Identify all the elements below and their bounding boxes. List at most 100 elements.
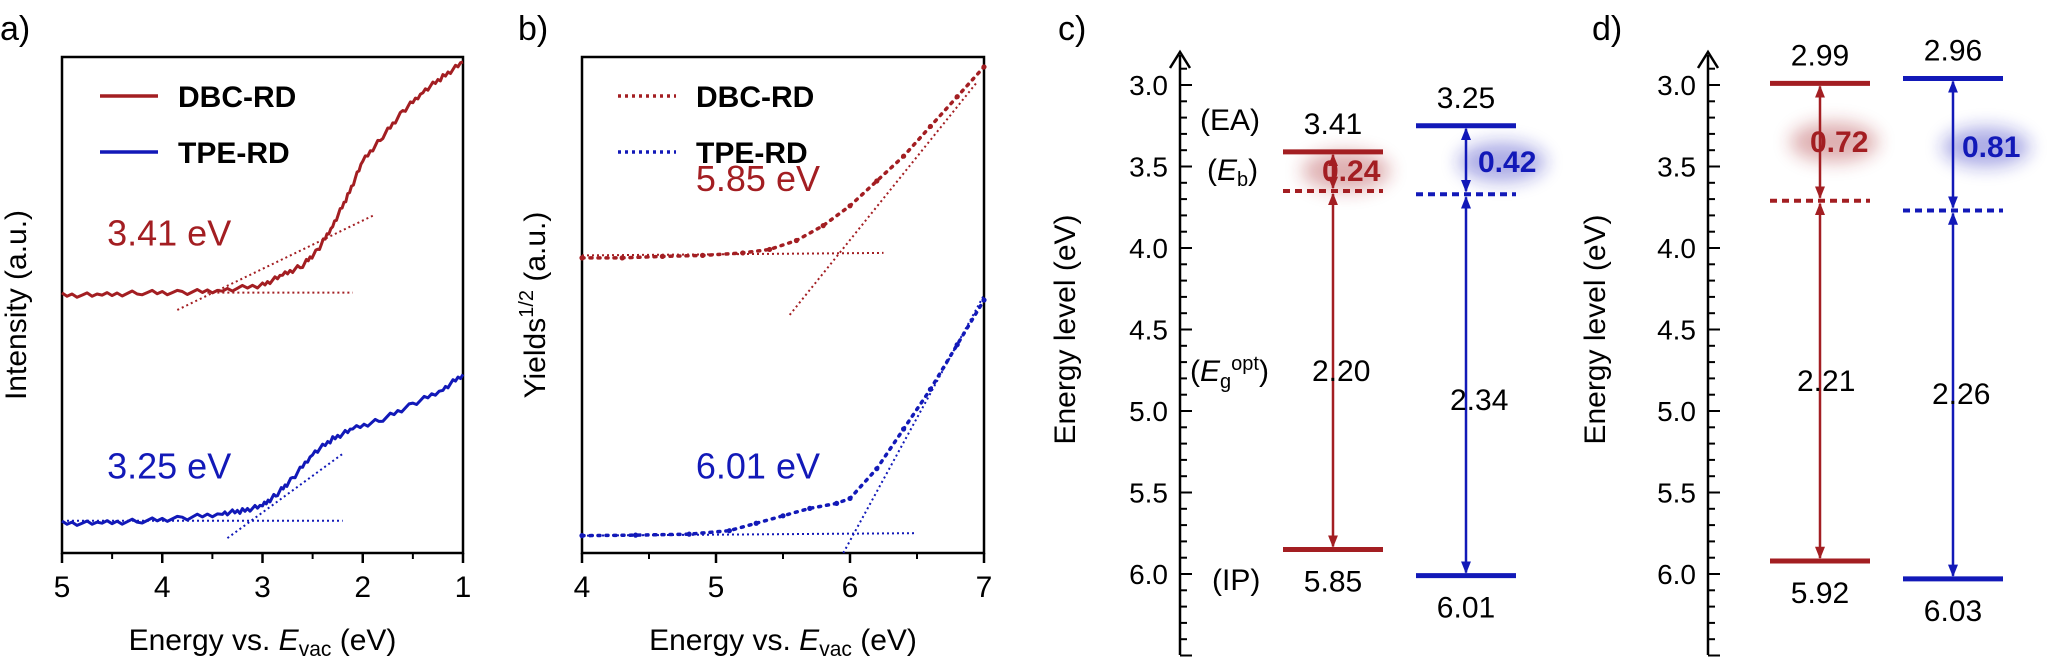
data-point (927, 386, 934, 392)
legend-label: TPE-RD (696, 137, 808, 170)
eb-symbol: E (1217, 154, 1238, 187)
series-line-0 (61, 60, 464, 299)
data-point (901, 153, 907, 159)
fit-line (842, 294, 985, 554)
data-point (847, 495, 853, 502)
panel-a: a) 5 4 3 2 1 Energy vs. Evac (eV) Intensity (a.… (0, 10, 471, 661)
data-point (633, 532, 639, 538)
x-tick-label: 1 (455, 571, 472, 604)
x-label-prefix: Energy vs. (129, 624, 279, 657)
y-tick-label: 5.0 (1129, 396, 1168, 427)
x-tick-label: 7 (976, 571, 993, 604)
ea-side-label: (EA) (1200, 104, 1260, 137)
fit-line (226, 452, 344, 539)
data-point (780, 513, 786, 519)
x-axis-label: Energy vs. Evac (eV) (129, 624, 397, 661)
y-axis-label: Energy level (eV) (1049, 214, 1082, 444)
data-point (767, 246, 773, 253)
x-tick-label: 5 (54, 571, 71, 604)
x-label-symbol: E (279, 624, 300, 657)
ea-value-label: 2.96 (1924, 34, 1982, 67)
data-point (981, 297, 987, 303)
fit-line (581, 251, 884, 257)
y-tick-label: 3.5 (1657, 152, 1696, 183)
y-tick-label: 6.0 (1129, 559, 1168, 590)
eg-side-label: (Egopt) (1190, 353, 1269, 393)
y-tick-label: 5.5 (1129, 478, 1168, 509)
y-tick-label: 4.5 (1657, 315, 1696, 346)
panel-label: c) (1058, 10, 1086, 48)
eb-glow (1458, 142, 1546, 182)
y-axis-label: Intensity (a.u.) (0, 210, 33, 400)
data-point (981, 64, 987, 70)
y-tick-label: 3.0 (1657, 70, 1696, 101)
data-point (619, 255, 625, 261)
eb-glow (1790, 122, 1878, 162)
eg-value-label: 2.34 (1450, 384, 1508, 417)
data-point (954, 342, 960, 348)
y-axis-arrow-icon (1168, 49, 1192, 69)
onset-label: 3.41 eV (107, 212, 231, 253)
y-label-main: Yields (519, 318, 552, 399)
y-tick-label: 4.0 (1657, 233, 1696, 264)
y-tick-label: 4.5 (1129, 315, 1168, 346)
y-tick-label: 4.0 (1129, 233, 1168, 264)
data-point (834, 500, 840, 506)
eb-subscript: b (1237, 169, 1248, 191)
eb-value-label: 0.72 (1810, 126, 1868, 159)
eb-value-label: 0.81 (1962, 131, 2020, 164)
data-point (753, 520, 759, 526)
x-tick-label: 4 (154, 571, 171, 604)
ip-side-label: (IP) (1212, 564, 1260, 597)
panel-c: c) 3.0 3.5 4.0 4.5 5.0 5.5 6.0 Energy level (eV)… (1049, 10, 1546, 657)
fit-line (581, 532, 918, 537)
y-axis-label: Yields1/2 (a.u.) (516, 212, 552, 399)
y-tick-label: 6.0 (1657, 559, 1696, 590)
ea-value-label: 3.41 (1304, 108, 1362, 141)
x-axis-label: Energy vs. Evac (eV) (649, 624, 917, 661)
ea-value-label: 2.99 (1791, 39, 1849, 72)
data-point (793, 237, 800, 244)
panel-label: a) (0, 10, 30, 48)
data-point (874, 178, 880, 184)
onset-label: 5.85 eV (696, 158, 820, 199)
data-point (579, 255, 585, 261)
panel-label: b) (518, 10, 548, 48)
fit-line (176, 214, 374, 311)
y-axis-arrow-icon (1696, 49, 1720, 69)
x-label-prefix: Energy vs. (649, 624, 799, 657)
onset-label: 6.01 eV (696, 446, 820, 487)
data-point (874, 466, 880, 472)
legend-label: DBC-RD (696, 81, 814, 114)
eb-glow (1942, 127, 2030, 167)
paren-close: ) (1259, 355, 1269, 388)
eb-value-label: 0.24 (1322, 155, 1381, 188)
panel-b: b) 4 5 6 7 Energy vs. Evac (eV) Yields1/2 (a.u… (516, 10, 992, 661)
x-tick-label: 2 (354, 571, 371, 604)
data-point (820, 223, 826, 229)
series-curve-1 (580, 298, 986, 538)
x-tick-label: 4 (574, 571, 591, 604)
paren-close: ) (1248, 154, 1258, 187)
eb-glow (1302, 151, 1390, 191)
data-point (847, 203, 853, 209)
eg-value-label: 2.21 (1797, 365, 1855, 398)
x-label-symbol: E (799, 624, 820, 657)
y-axis-label: Energy level (eV) (1579, 214, 1612, 444)
x-tick-label: 6 (842, 571, 859, 604)
x-label-suffix: (eV) (331, 624, 396, 657)
eg-superscript: opt (1231, 353, 1259, 375)
y-tick-label: 5.0 (1657, 396, 1696, 427)
eg-symbol: E (1200, 355, 1221, 388)
ea-value-label: 3.25 (1437, 82, 1495, 115)
legend-label: TPE-RD (178, 137, 290, 170)
series-curve-0 (580, 65, 986, 260)
eb-side-label: (Eb) (1207, 154, 1258, 191)
data-point (807, 505, 813, 511)
data-point (927, 123, 934, 130)
series-line-1 (61, 373, 465, 527)
paren-open: ( (1190, 355, 1200, 388)
panel-d: d) 3.0 3.5 4.0 4.5 5.0 5.5 6.0 Energy level (eV)… (1579, 10, 2030, 657)
y-label-superscript: 1/2 (516, 290, 538, 318)
